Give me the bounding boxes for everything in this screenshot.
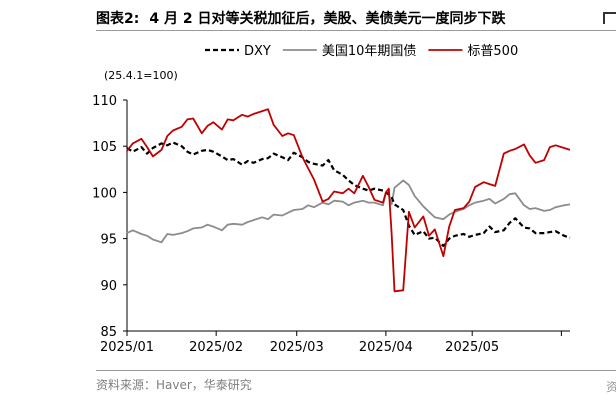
y-tick-label: 85: [100, 325, 117, 340]
figure-title-text: 4 月 2 日对等关税加征后，美股、美债美元一度同步下跌: [149, 11, 506, 27]
series-line-1: [126, 179, 571, 244]
legend-item: 标普500: [428, 44, 518, 59]
y-tick-label: 90: [100, 279, 117, 294]
cropped-edge-text: 资: [606, 380, 616, 394]
legend-item: DXY: [205, 44, 271, 59]
series-line-2: [126, 108, 571, 293]
title-rule: [96, 30, 616, 31]
chart-legend: DXY 美国10年期国债 标普500: [205, 44, 518, 59]
chart-title: 图表2: 4 月 2 日对等关税加征后，美股、美债美元一度同步下跌: [96, 8, 505, 28]
x-tick-label: 2025/04: [359, 340, 413, 355]
y-axis: 85 90 95 100 105 110: [92, 94, 128, 340]
cropped-edge-glyph: [603, 12, 616, 24]
x-tick-label: 2025/05: [445, 340, 499, 355]
plot-area: [126, 108, 571, 293]
y-tick-label: 100: [92, 186, 117, 201]
figure-number: 图表2:: [96, 11, 140, 27]
legend-label: 美国10年期国债: [322, 44, 417, 59]
source-rule: [96, 370, 616, 371]
y-tick-label: 110: [92, 94, 117, 109]
x-tick-label: 2025/01: [100, 340, 154, 355]
series-line-0: [126, 141, 571, 248]
index-note: (25.4.1=100): [104, 69, 178, 82]
legend-label: DXY: [244, 44, 271, 59]
legend-label: 标普500: [467, 44, 518, 59]
source-note: 资料来源：Haver，华泰研究: [96, 378, 252, 392]
x-tick-label: 2025/03: [270, 340, 324, 355]
y-tick-label: 95: [100, 233, 117, 248]
x-axis: 2025/01 2025/02 2025/03 2025/04 2025/05: [100, 330, 570, 355]
y-tick-label: 105: [92, 140, 117, 155]
legend-item: 美国10年期国债: [282, 44, 417, 59]
x-tick-label: 2025/02: [189, 340, 243, 355]
